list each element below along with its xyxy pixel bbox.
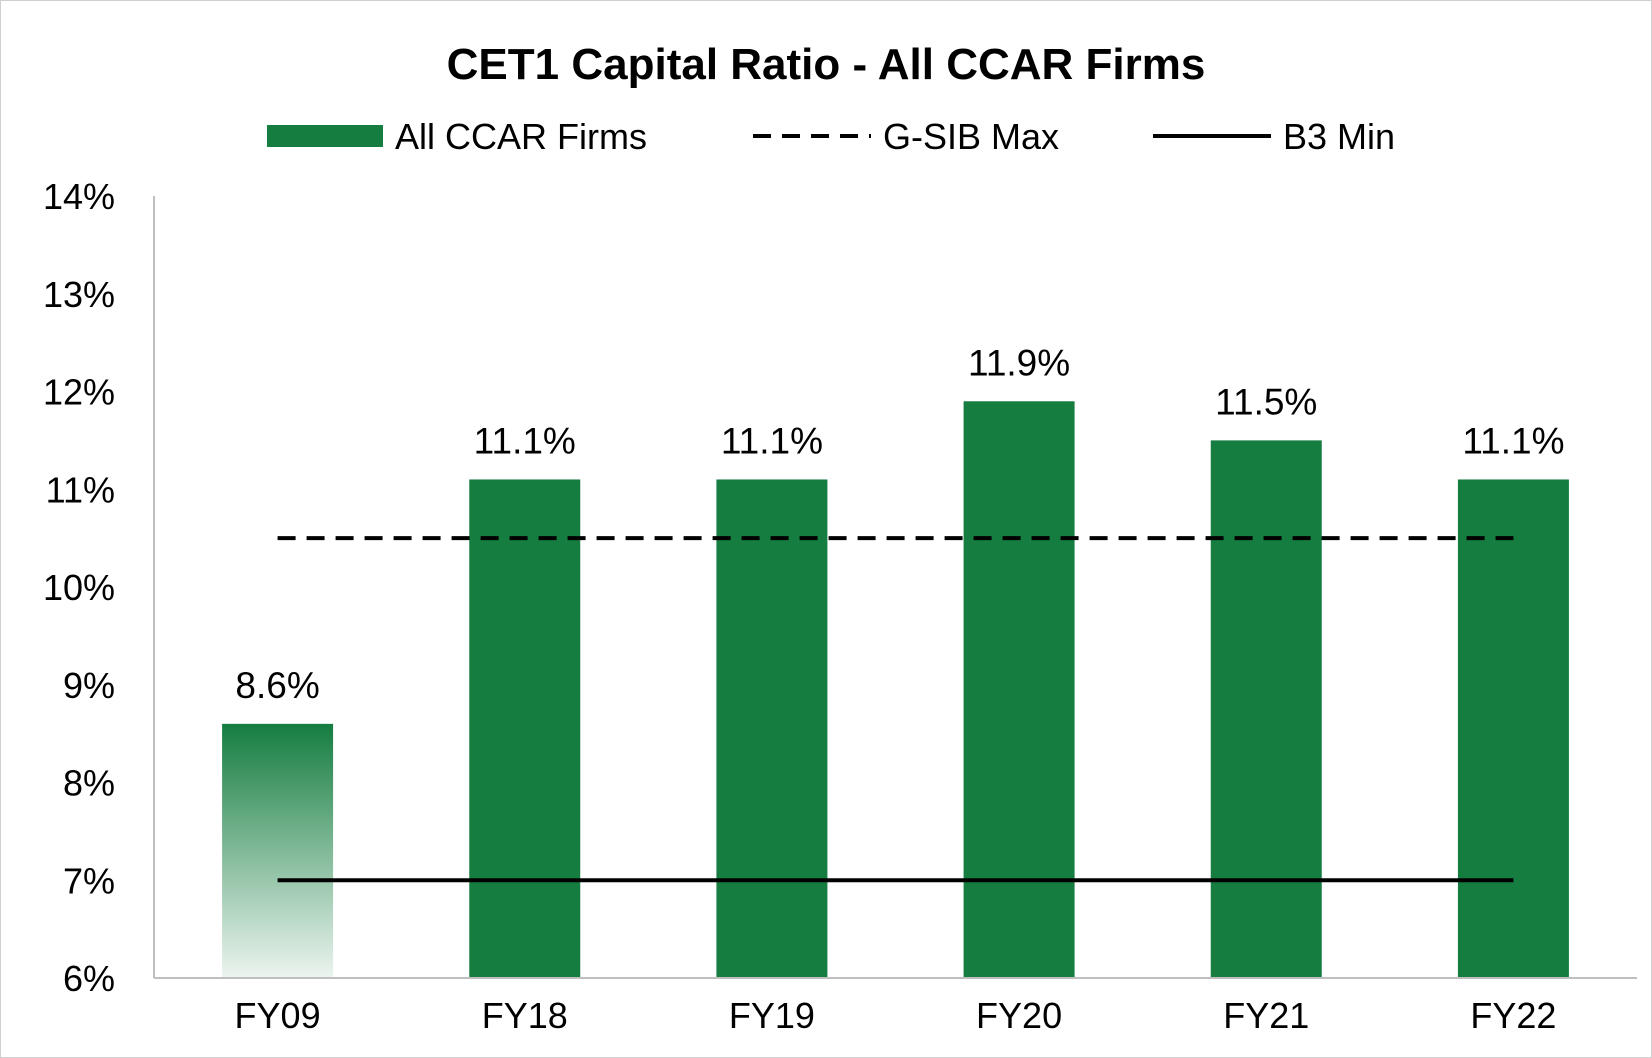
- x-tick-label: FY19: [729, 995, 815, 1036]
- bar-fy09: [222, 723, 334, 978]
- legend-label-b3-min: B3 Min: [1283, 116, 1395, 157]
- x-axis: FY09 FY18 FY19 FY20 FY21 FY22: [154, 977, 1637, 1036]
- data-label: 11.1%: [474, 420, 576, 461]
- bar-fy21: [1210, 440, 1322, 978]
- bars: [222, 401, 1569, 978]
- x-tick-label: FY09: [235, 995, 321, 1036]
- data-label: 11.9%: [968, 342, 1070, 383]
- y-tick-label: 13%: [43, 274, 115, 315]
- y-tick-label: 10%: [43, 567, 115, 608]
- y-axis: 6% 7% 8% 9% 10% 11% 12% 13% 14%: [43, 176, 155, 999]
- bar-fy22: [1457, 479, 1569, 978]
- x-tick-label: FY21: [1223, 995, 1309, 1036]
- y-tick-label: 8%: [63, 763, 115, 804]
- legend-label-gsib-max: G-SIB Max: [883, 116, 1059, 157]
- y-tick-label: 12%: [43, 372, 115, 413]
- bar-fy18: [469, 479, 581, 978]
- bar-fy19: [716, 479, 828, 978]
- y-tick-label: 6%: [63, 958, 115, 999]
- legend-label-all-ccar-firms: All CCAR Firms: [395, 116, 647, 157]
- data-label: 11.5%: [1215, 381, 1317, 422]
- chart-title: CET1 Capital Ratio - All CCAR Firms: [447, 40, 1206, 89]
- y-tick-label: 14%: [43, 176, 115, 217]
- reference-lines: [277, 536, 1514, 883]
- x-tick-label: FY18: [482, 995, 568, 1036]
- y-tick-label: 9%: [63, 665, 115, 706]
- bar-fy20: [963, 401, 1075, 978]
- x-tick-label: FY22: [1470, 995, 1556, 1036]
- data-label: 11.1%: [721, 420, 823, 461]
- legend-swatch-all-ccar-firms: [267, 125, 383, 147]
- x-tick-label: FY20: [976, 995, 1062, 1036]
- data-label: 8.6%: [235, 665, 319, 706]
- data-label: 11.1%: [1462, 420, 1564, 461]
- y-tick-label: 7%: [63, 860, 115, 901]
- y-tick-label: 11%: [46, 469, 115, 510]
- data-labels: 8.6% 11.1% 11.1% 11.9% 11.5% 11.1%: [235, 342, 1564, 706]
- legend: All CCAR Firms G-SIB Max B3 Min: [267, 116, 1395, 157]
